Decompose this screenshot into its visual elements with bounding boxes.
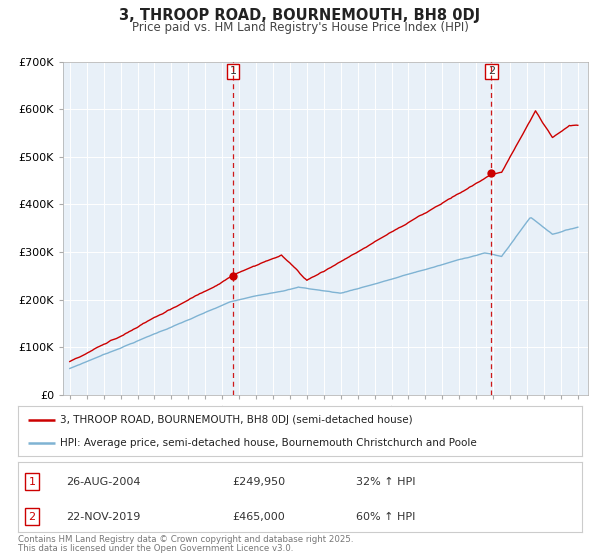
Text: 22-NOV-2019: 22-NOV-2019 <box>66 512 140 521</box>
Text: 3, THROOP ROAD, BOURNEMOUTH, BH8 0DJ: 3, THROOP ROAD, BOURNEMOUTH, BH8 0DJ <box>119 8 481 24</box>
Text: 2: 2 <box>29 512 35 521</box>
Text: This data is licensed under the Open Government Licence v3.0.: This data is licensed under the Open Gov… <box>18 544 293 553</box>
Text: 26-AUG-2004: 26-AUG-2004 <box>66 477 140 487</box>
Text: HPI: Average price, semi-detached house, Bournemouth Christchurch and Poole: HPI: Average price, semi-detached house,… <box>60 438 477 448</box>
Text: 3, THROOP ROAD, BOURNEMOUTH, BH8 0DJ (semi-detached house): 3, THROOP ROAD, BOURNEMOUTH, BH8 0DJ (se… <box>60 414 413 424</box>
Text: 1: 1 <box>29 477 35 487</box>
Text: 60% ↑ HPI: 60% ↑ HPI <box>356 512 416 521</box>
Text: Price paid vs. HM Land Registry's House Price Index (HPI): Price paid vs. HM Land Registry's House … <box>131 21 469 34</box>
Text: Contains HM Land Registry data © Crown copyright and database right 2025.: Contains HM Land Registry data © Crown c… <box>18 535 353 544</box>
Text: 32% ↑ HPI: 32% ↑ HPI <box>356 477 416 487</box>
Text: £249,950: £249,950 <box>232 477 286 487</box>
Text: 1: 1 <box>230 67 237 76</box>
Text: £465,000: £465,000 <box>232 512 285 521</box>
Text: 2: 2 <box>488 67 495 76</box>
